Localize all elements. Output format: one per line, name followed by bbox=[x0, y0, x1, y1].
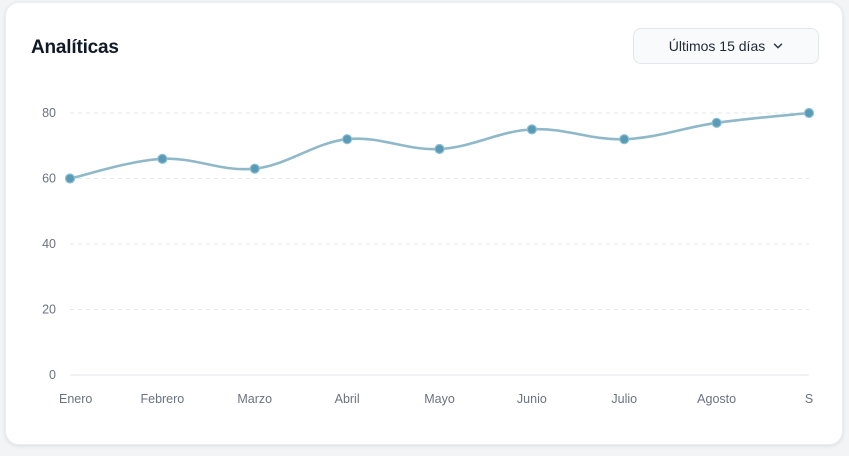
x-tick-label: Febrero bbox=[140, 392, 184, 406]
data-point[interactable] bbox=[803, 107, 815, 119]
data-point[interactable] bbox=[64, 173, 76, 184]
point-layer bbox=[64, 107, 815, 184]
y-tick-label: 20 bbox=[42, 303, 56, 317]
data-point[interactable] bbox=[434, 143, 445, 155]
x-tick-label: Julio bbox=[611, 392, 637, 406]
data-point[interactable] bbox=[526, 124, 537, 135]
data-point[interactable] bbox=[711, 117, 722, 128]
x-tick-label: Enero bbox=[59, 392, 92, 406]
card-title: Analíticas bbox=[31, 37, 119, 58]
grid-layer bbox=[70, 112, 809, 376]
x-tick-label: Mayo bbox=[424, 392, 455, 406]
x-tick-label: Junio bbox=[517, 392, 547, 406]
chevron-down-icon bbox=[773, 43, 783, 49]
x-tick-label: Abril bbox=[335, 392, 360, 406]
y-tick-label: 0 bbox=[49, 368, 56, 382]
x-tick-label: Marzo bbox=[237, 392, 272, 406]
axis-layer: 0 20 40 60 80 Enero Febrero Marzo Abril Mayo Junio… bbox=[42, 106, 813, 406]
data-point[interactable] bbox=[619, 134, 630, 145]
data-point[interactable] bbox=[249, 163, 260, 174]
x-tick-label: S bbox=[805, 392, 813, 406]
y-tick-label: 80 bbox=[42, 106, 56, 120]
y-tick-label: 60 bbox=[42, 172, 56, 186]
y-tick-label: 40 bbox=[42, 237, 56, 251]
analytics-card: Analíticas Últimos 15 días 0 20 40 60 80 Ener… bbox=[5, 2, 843, 445]
data-point[interactable] bbox=[157, 153, 168, 164]
line-chart: 0 20 40 60 80 Enero Febrero Marzo Abril Mayo Junio… bbox=[42, 106, 815, 406]
date-range-label: Últimos 15 días bbox=[668, 38, 766, 54]
date-range-dropdown[interactable]: Últimos 15 días bbox=[633, 28, 819, 64]
data-point[interactable] bbox=[342, 134, 353, 145]
x-tick-label: Agosto bbox=[697, 392, 736, 406]
